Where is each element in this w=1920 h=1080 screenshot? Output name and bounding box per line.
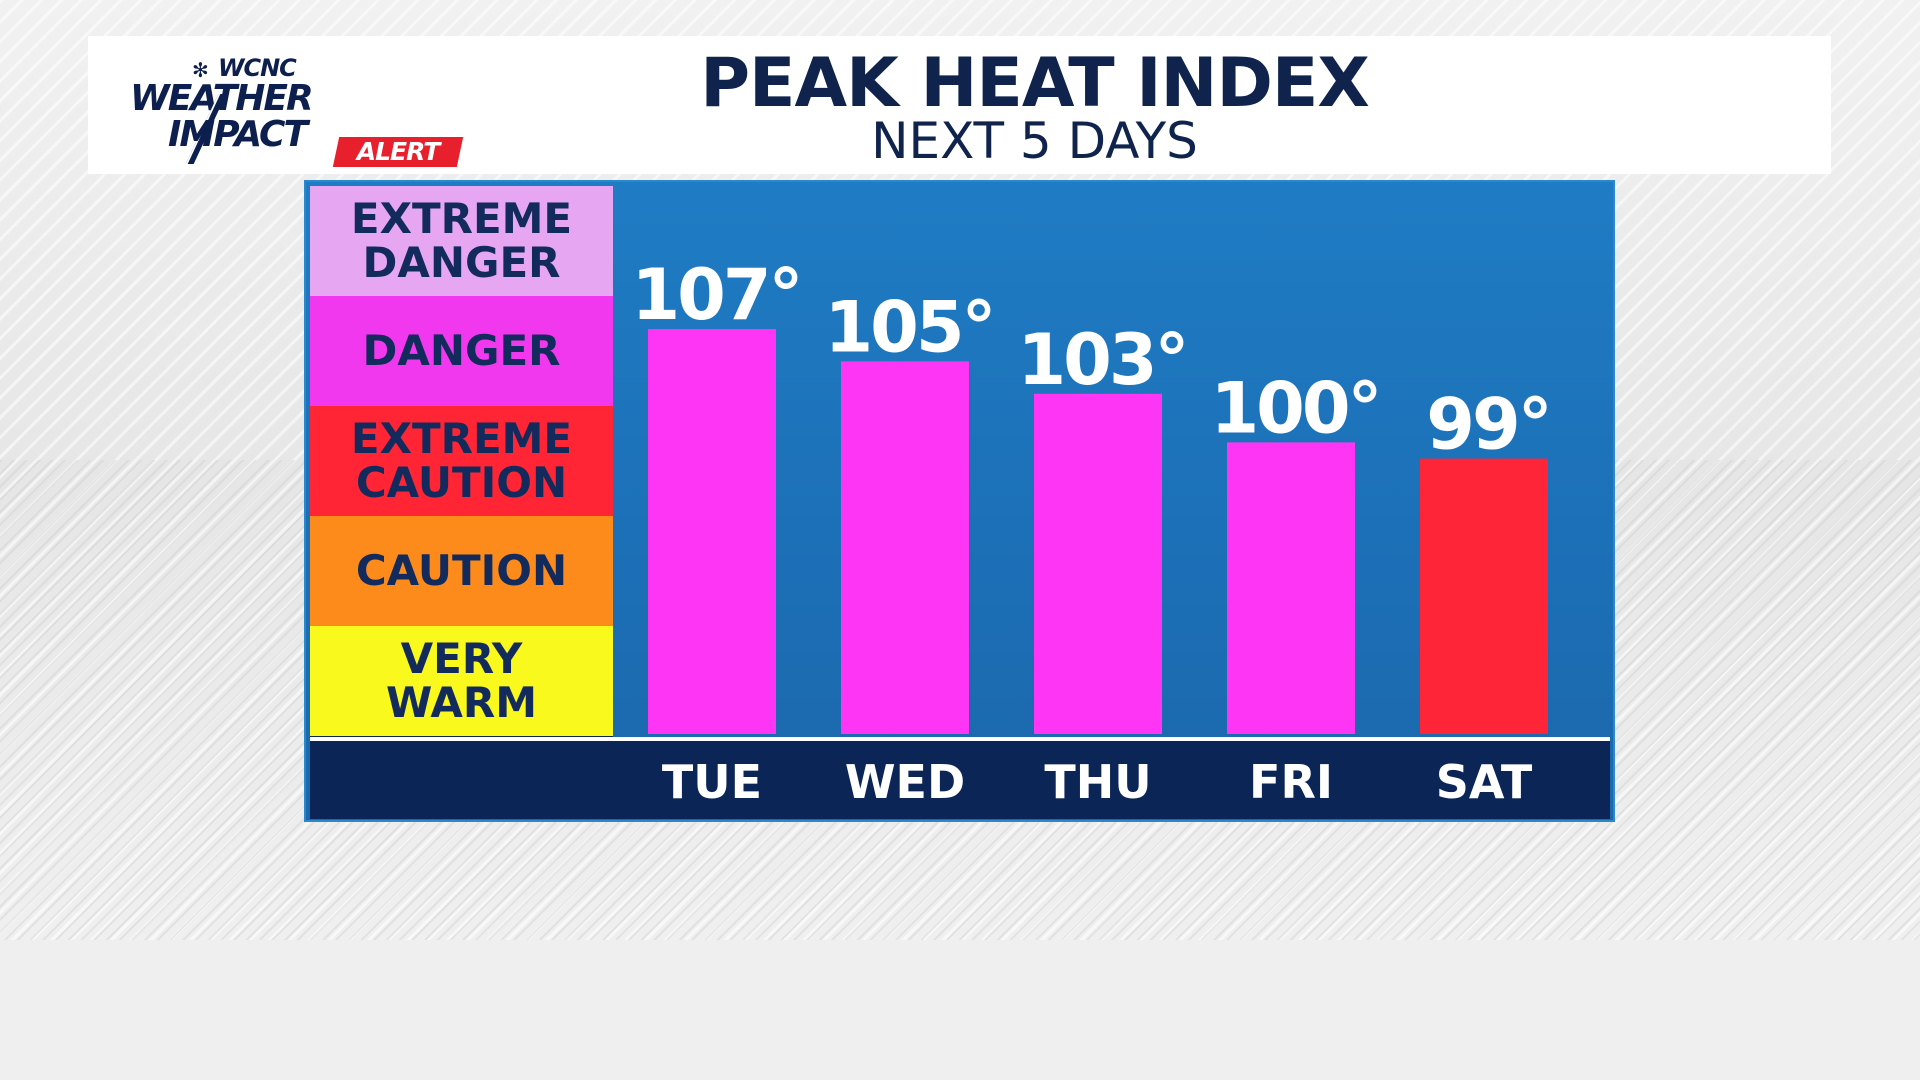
value-label: 99° — [1426, 384, 1549, 466]
bar-fri — [1227, 442, 1355, 734]
legend-item: VERY WARM — [310, 626, 613, 736]
bar-thu — [1034, 393, 1162, 734]
heat-index-legend: EXTREME DANGER DANGER EXTREME CAUTION CAUTI… — [310, 186, 613, 736]
x-tick-label: FRI — [1249, 755, 1333, 809]
background-bottom — [0, 940, 1920, 1080]
station-name: WCNC — [218, 54, 297, 82]
value-label: 103° — [1017, 319, 1186, 401]
wcnc-weather-impact-alert-logo: ✻ WCNC WEATHER IMPACT ALERT — [130, 54, 470, 174]
x-tick-label: THU — [1044, 755, 1151, 809]
bar-tue — [648, 329, 776, 734]
value-label: 100° — [1210, 367, 1379, 449]
legend-item: EXTREME DANGER — [310, 186, 613, 296]
chart-panel: EXTREME DANGER DANGER EXTREME CAUTION CAUTI… — [304, 180, 1615, 822]
x-axis-band — [310, 737, 1610, 819]
header-banner: ✻ WCNC WEATHER IMPACT ALERT PEAK HEAT IN… — [88, 36, 1831, 174]
peacock-icon: ✻ — [192, 58, 209, 82]
legend-item: DANGER — [310, 296, 613, 406]
logo-impact-text: IMPACT — [168, 114, 308, 155]
value-label: 105° — [824, 286, 993, 368]
x-tick-label: WED — [845, 755, 965, 809]
x-tick-label: TUE — [662, 755, 762, 809]
page-title: PEAK HEAT INDEX — [700, 44, 1370, 123]
page-subtitle: NEXT 5 DAYS — [871, 112, 1198, 170]
x-tick-label: SAT — [1436, 755, 1533, 809]
legend-item: CAUTION — [310, 516, 613, 626]
bar-chart-svg: 107° TUE 105° WED 103° THU 100° FRI 99° SAT — [631, 254, 1552, 809]
legend-item: EXTREME CAUTION — [310, 406, 613, 516]
bar-sat — [1420, 458, 1548, 734]
value-label: 107° — [631, 254, 800, 336]
bar-wed — [841, 361, 969, 734]
